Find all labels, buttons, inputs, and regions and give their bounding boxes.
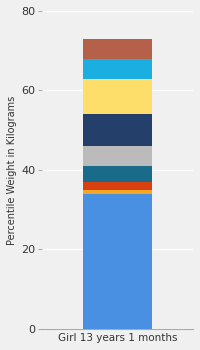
Bar [83, 182, 152, 190]
Bar [83, 39, 152, 59]
Bar [83, 146, 152, 166]
Bar [83, 78, 152, 114]
Bar [83, 114, 152, 146]
Bar [83, 166, 152, 182]
Bar [83, 194, 152, 329]
Bar [83, 190, 152, 194]
Bar [83, 59, 152, 78]
Y-axis label: Percentile Weight in Kilograms: Percentile Weight in Kilograms [7, 95, 17, 245]
